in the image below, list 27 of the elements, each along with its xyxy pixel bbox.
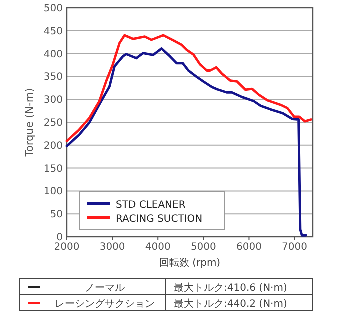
- line-series: [66, 34, 312, 142]
- x-tick-label: 7000: [282, 242, 308, 253]
- x-tick-label: 6000: [236, 242, 262, 253]
- y-tick-label: 500: [44, 4, 63, 14]
- legend-label: STD CLEANER: [116, 200, 186, 211]
- y-tick-label: 0: [56, 232, 63, 244]
- y-tick-label: 50: [50, 210, 63, 221]
- y-axis-title: Torque (N-m): [24, 88, 36, 158]
- y-tick-label: 150: [44, 164, 63, 175]
- text: 最大トルク:410.6 (N·m): [174, 282, 288, 294]
- x-axis-title: 回転数 (rpm): [159, 258, 221, 269]
- y-tick-label: 300: [44, 95, 63, 106]
- text: 最大トルク:440.2 (N·m): [174, 298, 288, 310]
- y-tick-label: 250: [44, 118, 63, 129]
- y-tick-label: 400: [44, 49, 63, 60]
- y-tick-label: 350: [44, 72, 63, 84]
- y-tick-label: 200: [44, 140, 63, 152]
- x-tick-label: 3000: [100, 242, 126, 253]
- x-tick-label: 5000: [190, 242, 216, 253]
- x-tick-label: 4000: [145, 242, 171, 253]
- text: レーシングサクション: [55, 299, 155, 310]
- y-tick-label: 450: [44, 26, 63, 38]
- line-series: [66, 48, 308, 237]
- y-tick-label: 100: [44, 186, 63, 198]
- legend-label: RACING SUCTION: [116, 214, 203, 225]
- text: ノーマル: [85, 283, 125, 294]
- x-tick-label: 2000: [54, 242, 80, 253]
